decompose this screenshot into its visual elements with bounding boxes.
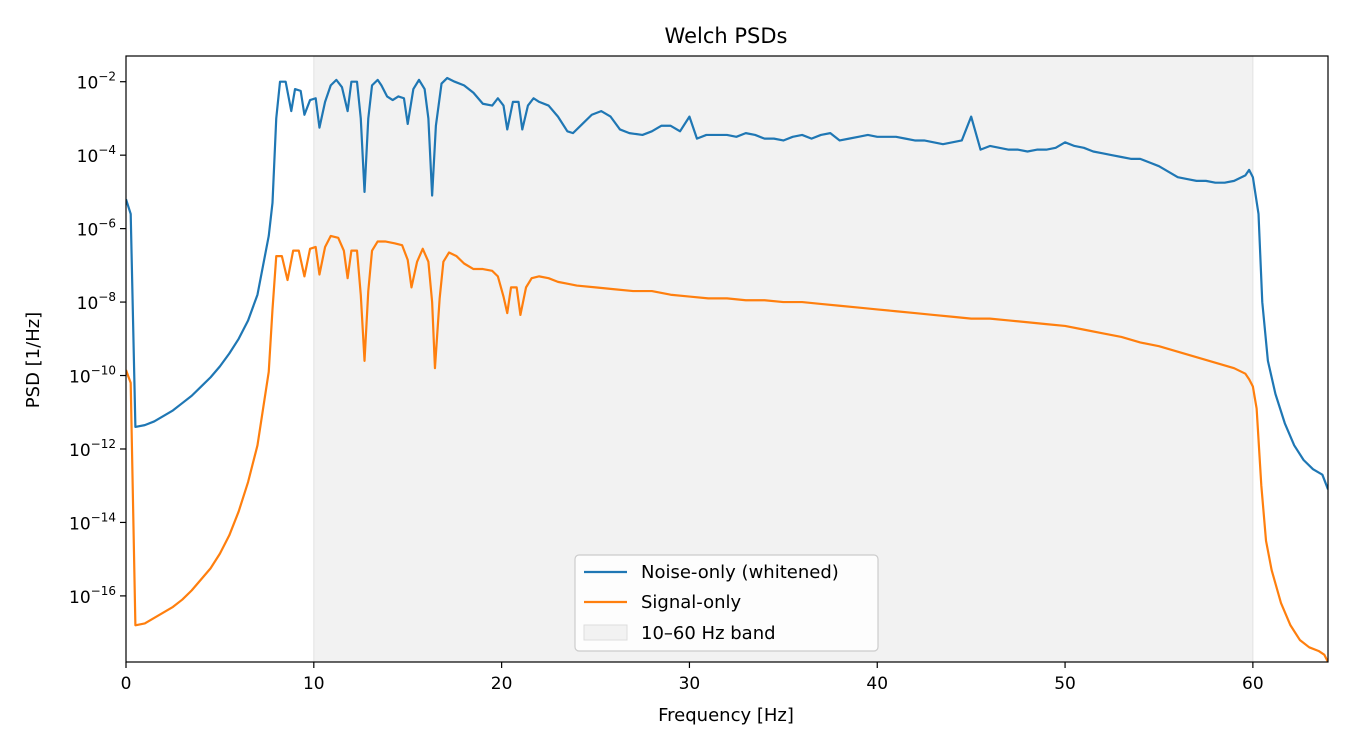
series-line-noise <box>126 76 1328 490</box>
legend-band-swatch <box>583 624 628 641</box>
x-tick-label: 60 <box>1242 674 1264 694</box>
y-tick-label: 10−2 <box>77 70 116 94</box>
x-tick-label: 30 <box>679 674 701 694</box>
legend-band-label: 10–60 Hz band <box>641 623 776 644</box>
x-tick-label: 10 <box>303 674 325 694</box>
series-line-signal <box>126 234 1328 662</box>
legend-frame <box>574 554 879 652</box>
legend: Noise-only (whitened) Signal-only 10–60 … <box>574 554 879 652</box>
x-tick-label: 20 <box>491 674 513 694</box>
y-tick-label: 10−14 <box>69 510 116 534</box>
axes-layer: 0 10 20 30 40 50 60 10−16 10−14 10−12 10−10 10−8 10−… <box>69 55 1329 694</box>
series-layer <box>126 76 1328 662</box>
y-tick-label: 10−12 <box>69 437 116 461</box>
y-tick-label: 10−10 <box>69 364 116 388</box>
y-tick-label: 10−4 <box>77 143 116 167</box>
x-axis-label: Frequency [Hz] <box>658 705 794 726</box>
legend-noise-label: Noise-only (whitened) <box>641 562 839 583</box>
legend-signal-label: Signal-only <box>641 592 742 613</box>
x-tick-label: 50 <box>1054 674 1076 694</box>
y-tick-label: 10−8 <box>77 290 116 314</box>
y-tick-label: 10−16 <box>69 584 116 608</box>
x-tick-label: 0 <box>121 674 132 694</box>
x-tick-label: 40 <box>866 674 888 694</box>
y-axis-label: PSD [1/Hz] <box>23 312 44 408</box>
y-tick-label: 10−6 <box>77 217 116 241</box>
plot-frame <box>125 55 1329 663</box>
chart-title: Welch PSDs <box>665 24 788 48</box>
